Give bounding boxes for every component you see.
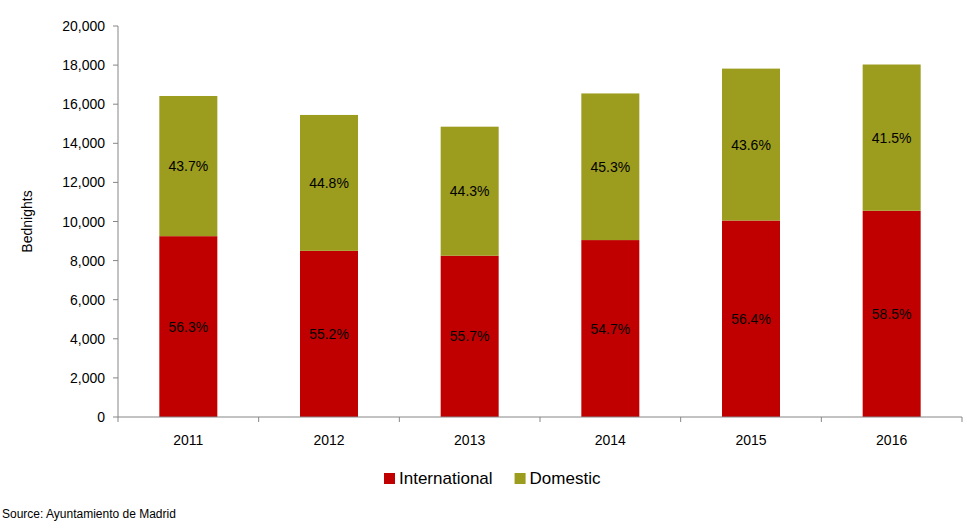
bar bbox=[441, 256, 499, 417]
y-tick bbox=[113, 338, 118, 339]
x-tick-label: 2016 bbox=[876, 432, 907, 448]
y-tick bbox=[113, 65, 118, 66]
y-tick bbox=[113, 417, 118, 418]
share-label: 45.3% bbox=[590, 159, 630, 175]
bar bbox=[863, 211, 921, 417]
share-label: 58.5% bbox=[872, 306, 912, 322]
bar bbox=[722, 221, 780, 417]
x-tick-label: 2014 bbox=[595, 432, 626, 448]
x-tick-label: 2012 bbox=[313, 432, 344, 448]
bar bbox=[581, 240, 639, 417]
share-label: 43.7% bbox=[168, 158, 208, 174]
x-tick bbox=[680, 417, 681, 422]
y-tick-label: 10,000 bbox=[62, 214, 105, 230]
y-tick bbox=[113, 221, 118, 222]
x-tick bbox=[118, 417, 119, 422]
bar bbox=[159, 236, 217, 417]
y-tick-label: 2,000 bbox=[70, 370, 105, 386]
y-tick-label: 0 bbox=[97, 409, 105, 425]
y-axis-label: Bednights bbox=[19, 190, 35, 252]
y-tick bbox=[113, 26, 118, 27]
x-tick bbox=[821, 417, 822, 422]
x-tick-label: 2015 bbox=[735, 432, 766, 448]
legend-swatch bbox=[384, 473, 395, 484]
bar bbox=[863, 65, 921, 211]
bar bbox=[441, 127, 499, 256]
x-tick bbox=[540, 417, 541, 422]
y-tick bbox=[113, 377, 118, 378]
share-label: 56.4% bbox=[731, 311, 771, 327]
share-label: 41.5% bbox=[872, 130, 912, 146]
y-tick-label: 4,000 bbox=[70, 331, 105, 347]
y-tick-label: 12,000 bbox=[62, 174, 105, 190]
share-label: 56.3% bbox=[168, 319, 208, 335]
x-tick bbox=[258, 417, 259, 422]
x-tick-label: 2011 bbox=[173, 432, 203, 448]
bar bbox=[300, 251, 358, 417]
y-tick bbox=[113, 143, 118, 144]
x-tick bbox=[962, 417, 963, 422]
share-label: 55.7% bbox=[450, 328, 490, 344]
bar bbox=[581, 93, 639, 240]
y-tick-label: 6,000 bbox=[70, 292, 105, 308]
legend-label: Domestic bbox=[530, 469, 601, 488]
share-label: 55.2% bbox=[309, 326, 349, 342]
y-tick bbox=[113, 260, 118, 261]
y-tick-label: 14,000 bbox=[62, 135, 105, 151]
legend-label: International bbox=[399, 469, 493, 488]
bar bbox=[722, 69, 780, 221]
legend-swatch bbox=[515, 473, 526, 484]
y-tick bbox=[113, 104, 118, 105]
share-label: 54.7% bbox=[590, 321, 630, 337]
bar bbox=[300, 115, 358, 251]
source-note: Source: Ayuntamiento de Madrid bbox=[2, 507, 176, 521]
y-tick-label: 16,000 bbox=[62, 96, 105, 112]
y-tick bbox=[113, 299, 118, 300]
share-label: 44.3% bbox=[450, 183, 490, 199]
bar bbox=[159, 96, 217, 236]
y-tick-label: 8,000 bbox=[70, 253, 105, 269]
chart: 56.3% 55.2% 55.7% 54.7% 56.4% 58.5% 43.7% 44.8%… bbox=[0, 0, 967, 528]
x-tick-label: 2013 bbox=[454, 432, 485, 448]
y-tick bbox=[113, 182, 118, 183]
y-tick-label: 18,000 bbox=[62, 57, 105, 73]
share-label: 44.8% bbox=[309, 175, 349, 191]
y-tick-label: 20,000 bbox=[62, 18, 105, 34]
legend: International Domestic bbox=[384, 469, 601, 488]
x-tick bbox=[399, 417, 400, 422]
share-label: 43.6% bbox=[731, 137, 771, 153]
bars bbox=[159, 65, 920, 417]
